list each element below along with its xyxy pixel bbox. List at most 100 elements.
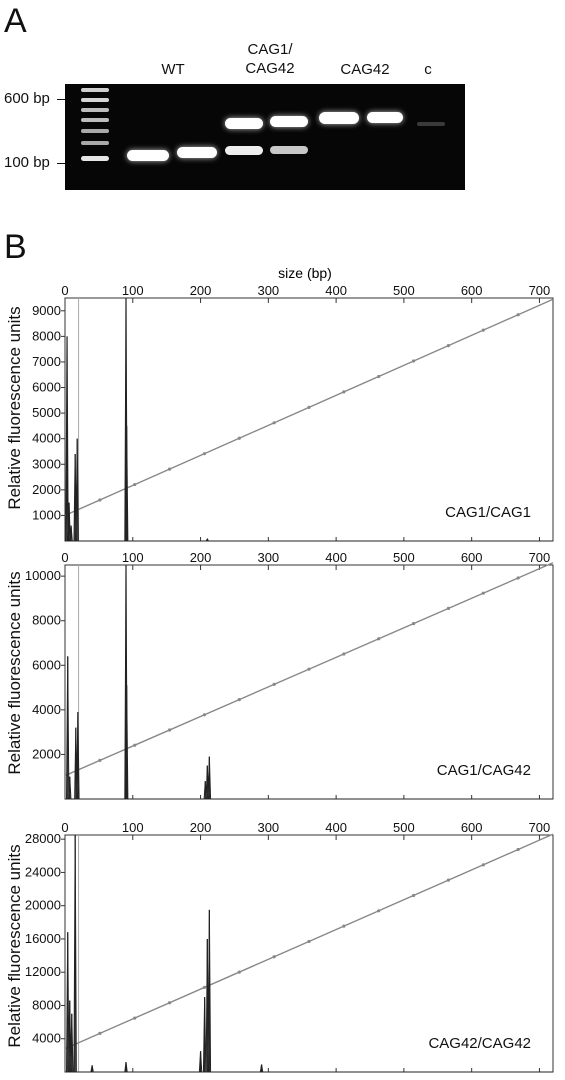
size-standard-point [411,893,416,898]
x-tick-label: 600 [461,550,483,565]
x-tick-label: 400 [325,550,347,565]
size-standard-point [411,359,416,363]
ladder-band [81,129,109,133]
y-tick-label: 2000 [32,746,61,761]
size-standard-point [133,1016,137,1020]
size-standard-point [167,1001,172,1005]
ladder-band [81,98,109,102]
y-tick-label: 10000 [25,568,61,583]
gel-band-cag42-2 [367,112,403,123]
size-standard-point [98,758,102,762]
x-tick-label: 0 [61,283,68,298]
y-tick-label: 12000 [25,964,61,979]
y-tick-label: 4000 [32,702,61,717]
size-standard-point [307,405,311,409]
ladder-band [81,88,109,92]
gel-band-wt-2 [177,147,217,158]
x-tick-label: 600 [461,820,483,835]
plot-frame [64,297,554,542]
size-standard-point [377,909,381,913]
lane-label-cag1-cag42: CAG1/ CAG42 [245,41,295,77]
gel-band-cag42-1 [319,112,359,124]
size-standard-point [167,728,172,732]
x-tick-label: 200 [190,550,212,565]
x-tick-label: 200 [190,820,212,835]
top-axis-label: size (bp) [278,265,332,281]
size-standard-point [272,421,276,425]
y-tick-label: 20000 [25,898,61,913]
gel-band-control [417,122,445,126]
size-standard-point [98,498,102,502]
size-standard-point [342,652,346,656]
size-standard-point [202,713,207,717]
y-tick-label: 6000 [32,380,61,395]
size-standard-point [237,436,241,440]
y-tick-label: 7000 [32,354,61,369]
size-standard-point [481,328,485,332]
x-tick-label: 0 [61,820,68,835]
sample-genotype-label: CAG1/CAG1 [445,504,531,521]
size-standard-point [377,637,381,641]
fluorescence-trace [65,297,553,542]
fluorescence-trace [65,834,553,1073]
sample-genotype-label: CAG1/CAG42 [437,762,531,779]
size-standard-point [446,606,451,610]
gel-band-het-upper-2 [270,116,308,127]
x-tick-label: 700 [529,820,551,835]
x-tick-label: 700 [529,550,551,565]
x-tick-label: 500 [393,283,415,298]
size-standard-point [167,467,172,471]
size-standard-point [202,452,207,456]
x-tick-label: 500 [393,820,415,835]
size-standard-point [272,682,276,686]
size-standard-point [516,576,520,580]
y-tick-label: 4000 [32,431,61,446]
x-tick-label: 300 [257,820,279,835]
gel-band-het-lower-1 [225,146,263,155]
agarose-gel-image [65,84,465,190]
x-tick-label: 700 [529,283,551,298]
size-standard-point [307,939,311,944]
panel-b-letter: B [4,228,27,266]
panel-a-letter: A [4,2,27,40]
y-tick-label: 5000 [32,405,61,420]
lane-label-control: c [424,61,432,78]
size-standard-point [202,985,207,990]
y-tick-label: 16000 [25,931,61,946]
size-standard-point [307,667,311,671]
y-tick-label: 1000 [32,507,61,522]
lane-label-wt: WT [161,61,185,78]
size-standard-point [516,313,520,317]
y-tick-label: 3000 [32,456,61,471]
plot-frame [64,834,554,1073]
size-standard-point [98,1031,102,1035]
x-tick-label: 400 [325,820,347,835]
size-standard-point [481,863,485,867]
x-tick-label: 200 [190,283,212,298]
ladder-label-600bp: 600 bp [4,90,50,107]
x-tick-label: 0 [61,550,68,565]
sample-genotype-label: CAG42/CAG42 [428,1035,531,1052]
gel-band-het-lower-2 [270,146,308,154]
size-standard-point [237,697,241,702]
plot-frame [64,564,554,800]
size-standard-point [446,878,451,882]
x-tick-label: 400 [325,283,347,298]
ladder-band [81,118,109,122]
size-standard-point [446,343,451,348]
x-tick-label: 100 [122,820,144,835]
ladder-band [81,156,109,161]
y-tick-label: 2000 [32,482,61,497]
y-tick-label: 6000 [32,657,61,672]
ladder-band [81,141,109,145]
ladder-band [81,108,109,112]
x-tick-label: 500 [393,550,415,565]
size-standard-point [342,924,346,928]
size-standard-point [377,374,381,379]
y-tick-label: 28000 [25,831,61,846]
y-tick-label: 9000 [32,303,61,318]
x-tick-label: 100 [122,283,144,298]
y-tick-label: 8000 [32,328,61,343]
x-tick-label: 100 [122,550,144,565]
x-tick-label: 300 [257,283,279,298]
